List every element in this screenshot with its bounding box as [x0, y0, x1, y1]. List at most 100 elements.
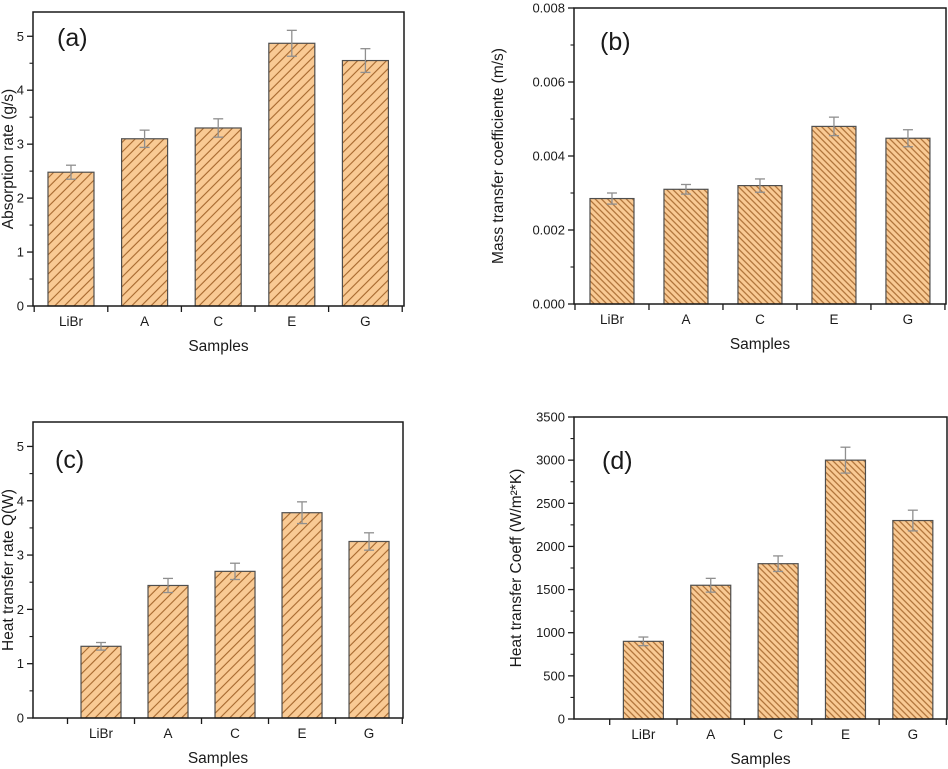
error-bar-G [902, 129, 913, 148]
y-tick-label: 1000 [536, 625, 565, 640]
x-category-label: G [364, 726, 375, 741]
error-bar-LiBr [638, 636, 649, 647]
y-tick-label: 5 [17, 29, 24, 44]
bar-LiBr [47, 171, 95, 307]
error-bar-A [680, 183, 691, 195]
panel-a: 0 1 2 3 4 5 LiBr A C E G Samples Absorption rate (g/… [0, 0, 474, 385]
x-category-label: G [360, 314, 371, 329]
bar-E [281, 512, 323, 719]
bar-A [120, 138, 169, 307]
y-tick-label: 3 [17, 548, 24, 563]
bar-G [892, 519, 934, 720]
bar-E [811, 125, 857, 305]
error-bar-E [297, 501, 308, 525]
x-axis-title: Samples [730, 751, 791, 768]
error-bar-C [773, 555, 784, 573]
error-bar-C [213, 118, 224, 138]
panel-letter: (a) [57, 24, 88, 52]
bar-LiBr [589, 197, 635, 305]
plot-frame [32, 421, 404, 719]
error-bar-A [163, 577, 174, 594]
y-tick-label: 0 [17, 299, 24, 314]
panel-letter: (c) [55, 446, 84, 474]
error-bar-A [139, 129, 150, 149]
panel-letter: (d) [602, 447, 633, 475]
x-category-label: C [230, 726, 240, 741]
x-axis-title: Samples [730, 336, 791, 353]
error-bar-E [828, 116, 839, 137]
y-tick-label: 5 [17, 439, 24, 454]
y-tick-label: 3000 [536, 453, 565, 468]
panel-c-chart: 0 1 2 3 4 5 LiBr A C E G Samples Heat transfer rate … [0, 421, 404, 767]
panel-letter: (b) [600, 28, 631, 56]
bar-C [757, 563, 799, 720]
y-axis-title: Absorption rate (g/s) [0, 89, 17, 229]
panel-b: 0.000 0.002 0.004 0.006 0.008 LiBr A C E G Samples… [474, 0, 948, 385]
y-axis-title: Heat transfer rate Q(W) [0, 489, 17, 651]
panel-d: 0 500 1000 1500 2000 2500 3000 3500 LiBr A C E G Samp… [474, 385, 948, 769]
y-tick-label: 0.008 [532, 1, 565, 16]
y-axis-title: Heat transfer Coeff (W/m²*K) [508, 469, 525, 668]
panel-a-chart: 0 1 2 3 4 5 LiBr A C E G Samples Absorption rate (g/… [0, 11, 405, 355]
y-tick-label: 1500 [536, 582, 565, 597]
x-category-label: E [298, 726, 307, 741]
error-bar-LiBr [96, 641, 107, 651]
y-tick-label: 3 [17, 137, 24, 152]
y-tick-label: 2 [17, 191, 24, 206]
error-bar-LiBr [65, 164, 76, 180]
bar-A [690, 584, 732, 720]
x-category-label: G [908, 727, 919, 742]
plot-frame [573, 7, 947, 305]
error-bar-A [705, 577, 716, 593]
x-category-label: LiBr [59, 314, 84, 329]
x-category-label: E [287, 314, 296, 329]
x-category-label: A [140, 314, 149, 329]
y-tick-label: 0.002 [532, 223, 565, 238]
bar-E [824, 459, 867, 720]
error-bar-G [360, 48, 371, 74]
bar-G [348, 540, 390, 719]
y-tick-label: 0.000 [532, 297, 565, 312]
y-tick-label: 0.006 [532, 75, 565, 90]
x-category-label: A [681, 312, 690, 327]
error-bar-E [286, 29, 297, 57]
y-tick-label: 2500 [536, 496, 565, 511]
panel-c: 0 1 2 3 4 5 LiBr A C E G Samples Heat transfer rate … [0, 385, 474, 769]
x-category-label: A [164, 726, 173, 741]
panel-b-chart: 0.000 0.002 0.004 0.006 0.008 LiBr A C E G Samples… [490, 1, 947, 353]
y-tick-label: 2 [17, 602, 24, 617]
y-tick-label: 3500 [536, 410, 565, 425]
x-axis-title: Samples [188, 750, 249, 767]
bar-C [737, 185, 783, 305]
x-category-label: A [706, 727, 715, 742]
x-category-label: LiBr [600, 312, 625, 327]
bar-LiBr [622, 640, 664, 720]
y-tick-label: 1 [17, 656, 24, 671]
y-tick-label: 4 [17, 493, 24, 508]
x-category-label: C [213, 314, 223, 329]
error-bar-G [907, 509, 918, 532]
y-tick-label: 4 [17, 83, 24, 98]
bar-A [663, 188, 709, 305]
x-category-label: LiBr [89, 726, 114, 741]
y-tick-label: 1 [17, 245, 24, 260]
y-tick-label: 0.004 [532, 149, 565, 164]
error-bar-E [840, 446, 851, 474]
error-bar-C [230, 562, 241, 581]
x-category-label: C [773, 727, 783, 742]
plot-frame [573, 416, 948, 720]
bar-C [214, 570, 256, 719]
bar-G [341, 59, 390, 307]
bar-C [194, 127, 242, 307]
panel-d-chart: 0 500 1000 1500 2000 2500 3000 3500 LiBr A C E G Samp… [508, 410, 948, 768]
x-category-label: E [829, 312, 838, 327]
bar-E [268, 42, 316, 307]
bar-LiBr [80, 645, 122, 719]
x-category-label: C [755, 312, 765, 327]
y-tick-label: 0 [17, 711, 24, 726]
bar-A [147, 584, 189, 719]
y-tick-label: 500 [543, 668, 565, 683]
x-axis-title: Samples [188, 338, 249, 355]
plot-frame [32, 11, 405, 307]
